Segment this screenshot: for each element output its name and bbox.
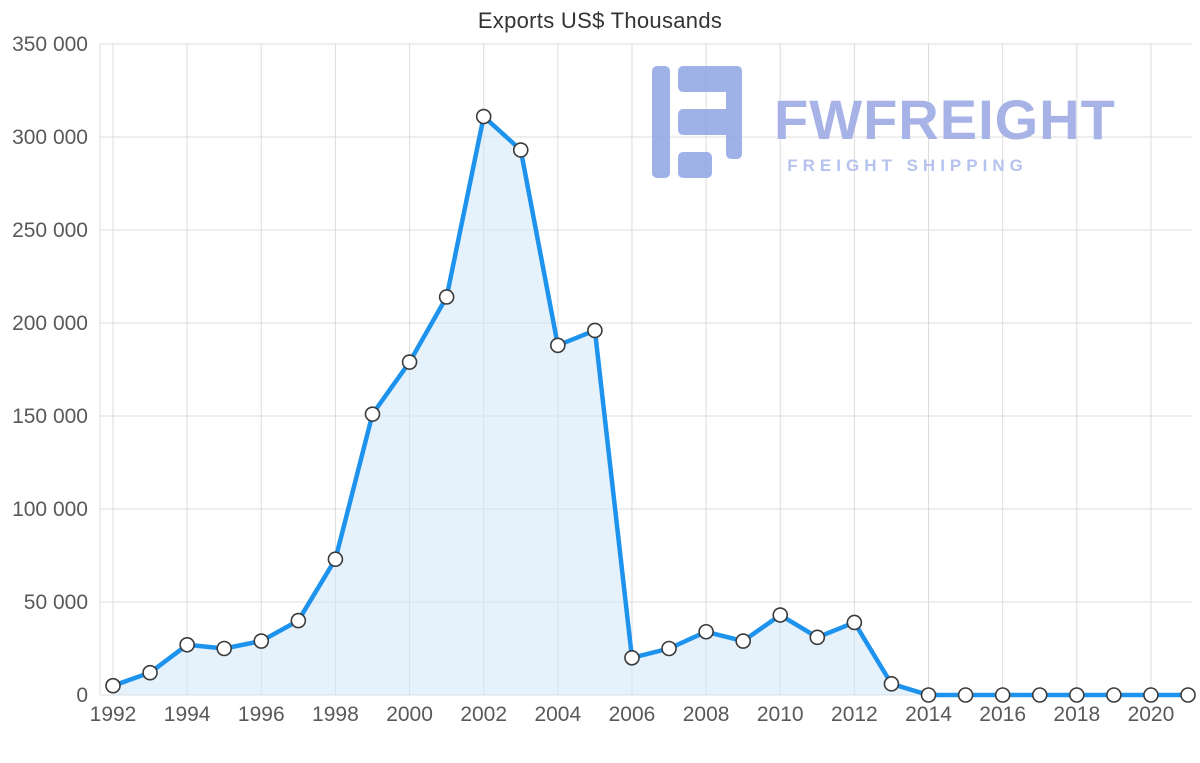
watermark-brand-text: FWFREIGHT [774,88,1116,151]
data-point-marker [105,677,121,694]
svg-text:2018: 2018 [1053,703,1100,726]
data-point-marker [587,322,603,339]
data-point-marker [142,664,158,681]
data-point-marker [1031,687,1048,703]
svg-text:2004: 2004 [534,703,581,726]
series-markers [105,108,1196,703]
data-point-marker [698,623,714,640]
svg-text:250 000: 250 000 [12,219,88,242]
svg-text:2008: 2008 [683,703,730,726]
svg-text:1994: 1994 [164,703,211,726]
svg-text:200 000: 200 000 [12,312,88,335]
svg-text:1992: 1992 [90,703,137,726]
svg-text:300 000: 300 000 [12,126,88,149]
data-point-marker [957,687,974,703]
data-point-marker [846,614,863,631]
data-point-marker [364,406,381,422]
svg-text:350 000: 350 000 [12,33,88,56]
svg-text:2010: 2010 [757,703,804,726]
svg-text:2012: 2012 [831,703,878,726]
svg-text:2002: 2002 [460,703,507,726]
data-point-marker [661,640,677,657]
series-line [110,114,1191,698]
svg-text:50 000: 50 000 [24,591,88,614]
data-point-marker [253,633,270,649]
data-point-marker [624,649,640,666]
svg-text:0: 0 [76,684,88,707]
watermark-tagline-text: FREIGHT SHIPPING [787,156,1028,175]
data-point-marker [475,108,492,125]
data-point-marker [920,687,937,703]
data-point-marker [216,640,233,657]
watermark-text-block: FWFREIGHT FREIGHT SHIPPING [774,92,1116,176]
data-point-marker [512,142,529,158]
data-point-marker [179,636,195,653]
svg-text:150 000: 150 000 [12,405,88,428]
svg-text:1998: 1998 [312,703,359,726]
data-point-marker [809,629,826,646]
data-point-marker [401,354,418,370]
data-point-marker [883,676,900,692]
series-area [113,116,1188,696]
data-point-marker [1180,687,1196,703]
fwfreight-watermark: FWFREIGHT FREIGHT SHIPPING [652,66,1116,178]
svg-text:2000: 2000 [386,703,433,726]
data-point-marker [772,607,789,623]
svg-text:2020: 2020 [1128,703,1175,726]
data-point-marker [994,687,1011,703]
chart-title: Exports US$ Thousands [477,8,723,33]
data-point-marker [1106,687,1122,703]
gridlines [99,43,1192,696]
svg-text:2006: 2006 [609,703,656,726]
axis-tick-labels: 0 50 000 100 000 150 000 200 000 250 000 300 0… [12,33,1174,726]
svg-text:2014: 2014 [905,703,952,726]
data-point-marker [438,289,455,305]
svg-text:100 000: 100 000 [12,498,88,521]
svg-text:2016: 2016 [979,703,1026,726]
data-point-marker [290,612,307,629]
data-point-marker [327,551,344,568]
data-point-marker [1143,687,1159,703]
data-point-marker [735,633,751,649]
fwfreight-logo-icon [652,66,742,178]
data-point-marker [1068,687,1085,703]
data-point-marker [550,337,566,354]
svg-text:1996: 1996 [238,703,285,726]
